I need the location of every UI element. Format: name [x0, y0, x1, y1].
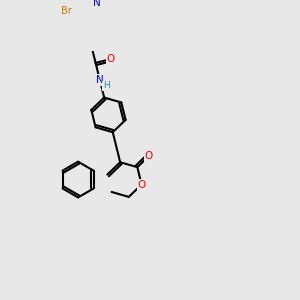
- Text: O: O: [137, 179, 146, 190]
- Text: N: N: [93, 0, 100, 8]
- Text: O: O: [107, 54, 115, 64]
- Text: N: N: [96, 75, 104, 85]
- Text: H: H: [103, 81, 110, 90]
- Text: Br: Br: [61, 6, 72, 16]
- Text: O: O: [145, 151, 153, 161]
